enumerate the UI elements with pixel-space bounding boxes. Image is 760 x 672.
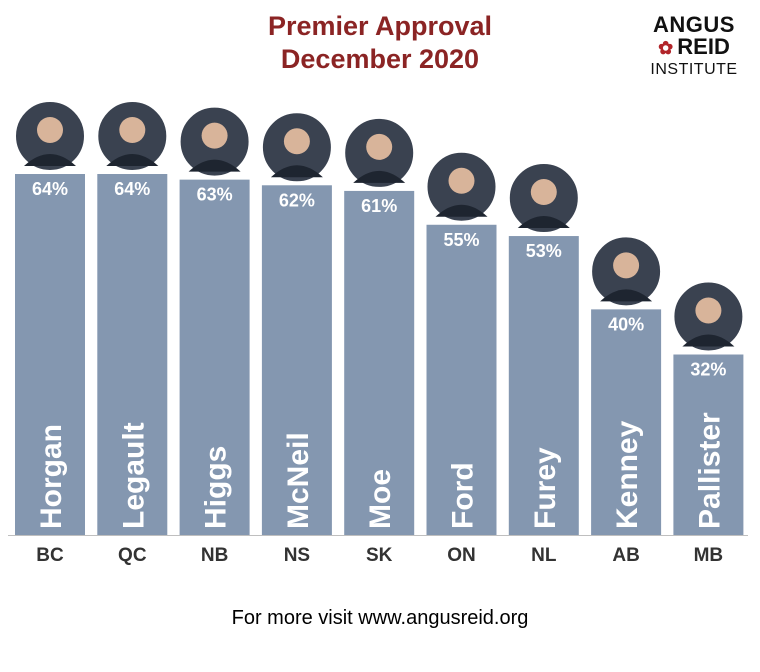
- premier-photo-suit: [270, 165, 323, 178]
- chart-title: Premier Approval December 2020: [0, 10, 760, 76]
- premier-name-label: Kenney: [611, 420, 644, 529]
- premier-photo-face: [37, 117, 63, 143]
- province-tick-label: NB: [201, 545, 228, 566]
- value-label: 63%: [197, 185, 233, 205]
- premier-name-label: McNeil: [282, 432, 315, 529]
- premier-photo-suit: [24, 154, 76, 166]
- bar-nb: [179, 179, 250, 535]
- premier-name-label: Legault: [117, 422, 150, 529]
- premier-photo-face: [695, 297, 722, 324]
- value-label: 32%: [690, 360, 726, 380]
- premier-photo-face: [283, 128, 310, 155]
- logo-line2: REID: [677, 34, 730, 59]
- province-tick-label: ON: [447, 545, 476, 566]
- value-label: 62%: [279, 190, 315, 210]
- premier-name-label: Horgan: [35, 424, 68, 529]
- premier-photo-suit: [435, 204, 488, 217]
- bar-mb: [673, 354, 744, 535]
- bar-on: [426, 224, 497, 535]
- bar-nl: [508, 236, 579, 535]
- bar-ab: [591, 309, 662, 535]
- premier-photo-suit: [682, 334, 735, 347]
- premier-photo-face: [613, 252, 640, 279]
- chart-title-line2: December 2020: [280, 44, 480, 74]
- premier-name-label: Higgs: [200, 446, 233, 529]
- premier-name-label: Furey: [529, 447, 562, 529]
- logo-line1: ANGUS: [653, 12, 735, 37]
- value-label: 53%: [526, 241, 562, 261]
- province-tick-label: MB: [694, 545, 724, 566]
- premier-photo-face: [119, 117, 146, 143]
- value-label: 61%: [361, 196, 397, 216]
- value-label: 40%: [608, 314, 644, 334]
- footer-link-text: For more visit www.angusreid.org: [231, 607, 529, 629]
- value-label: 55%: [443, 230, 479, 250]
- premier-photo-suit: [188, 159, 241, 172]
- logo-line2-wrap: ✿ REID: [644, 36, 744, 59]
- premier-photo-face: [530, 179, 557, 206]
- premier-name-label: Pallister: [693, 412, 726, 529]
- bar-sk: [344, 190, 415, 535]
- premier-name-label: Moe: [364, 469, 397, 529]
- premier-photo-face: [448, 167, 475, 194]
- premier-photo-suit: [600, 289, 653, 302]
- premier-photo-suit: [517, 216, 570, 229]
- maple-leaf-icon: ✿: [658, 38, 674, 58]
- bar-ns: [261, 185, 332, 535]
- province-tick-label: BC: [36, 545, 64, 566]
- premier-photo-suit: [353, 170, 406, 183]
- premier-photo-suit: [106, 154, 159, 166]
- bar-bc: [15, 174, 85, 535]
- premier-name-label: Ford: [447, 462, 480, 529]
- chart-title-line1: Premier Approval: [267, 11, 493, 41]
- value-label: 64%: [114, 179, 150, 199]
- premier-photo-face: [366, 133, 393, 160]
- province-tick-label: QC: [118, 545, 147, 566]
- province-tick-label: AB: [612, 545, 639, 566]
- province-tick-label: NS: [284, 545, 310, 566]
- premier-photo-face: [201, 122, 228, 149]
- province-tick-label: NL: [531, 545, 557, 566]
- bar-qc: [97, 174, 168, 535]
- value-label: 64%: [32, 179, 68, 199]
- province-tick-label: SK: [366, 545, 393, 566]
- angus-reid-logo: ANGUS ✿ REID INSTITUTE: [644, 14, 744, 81]
- logo-line3: INSTITUTE: [650, 61, 738, 78]
